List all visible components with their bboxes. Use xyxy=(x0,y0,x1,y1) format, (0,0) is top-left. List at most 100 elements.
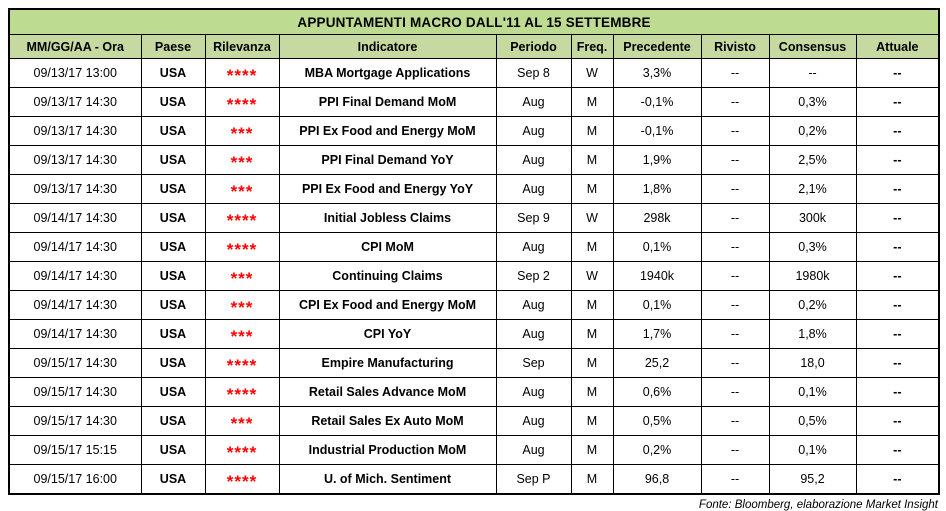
table-row: 09/13/17 14:30 USA **** PPI Final Demand Mo… xyxy=(8,87,940,117)
col-header-previous: Precedente xyxy=(612,34,702,59)
cell-relevance: *** xyxy=(204,406,280,436)
cell-period: Aug xyxy=(495,435,572,465)
cell-actual: -- xyxy=(855,203,940,233)
cell-country: USA xyxy=(140,145,206,175)
cell-datetime: 09/14/17 14:30 xyxy=(8,319,142,349)
cell-indicator: Empire Manufacturing xyxy=(278,348,497,378)
cell-datetime: 09/13/17 13:00 xyxy=(8,58,142,88)
cell-indicator: MBA Mortgage Applications xyxy=(278,58,497,88)
cell-frequency: M xyxy=(570,145,614,175)
cell-frequency: M xyxy=(570,348,614,378)
cell-relevance: **** xyxy=(204,87,280,117)
cell-consensus: 1,8% xyxy=(768,319,857,349)
cell-consensus: 2,5% xyxy=(768,145,857,175)
cell-consensus: 0,2% xyxy=(768,116,857,146)
cell-actual: -- xyxy=(855,377,940,407)
cell-frequency: M xyxy=(570,377,614,407)
cell-previous: 0,2% xyxy=(612,435,702,465)
cell-previous: 1,9% xyxy=(612,145,702,175)
cell-relevance: *** xyxy=(204,174,280,204)
cell-revised: -- xyxy=(700,203,770,233)
cell-previous: 1940k xyxy=(612,261,702,291)
col-header-frequency: Freq. xyxy=(570,34,614,59)
relevance-stars: **** xyxy=(226,95,258,114)
relevance-stars: **** xyxy=(226,356,258,375)
table-row: 09/15/17 14:30 USA **** Empire Manufacturin… xyxy=(8,348,940,378)
cell-actual: -- xyxy=(855,261,940,291)
relevance-stars: **** xyxy=(226,240,258,259)
cell-country: USA xyxy=(140,319,206,349)
cell-country: USA xyxy=(140,58,206,88)
cell-actual: -- xyxy=(855,464,940,495)
cell-datetime: 09/13/17 14:30 xyxy=(8,116,142,146)
table-row: 09/14/17 14:30 USA *** CPI YoY Aug M 1,7% -- 1,8… xyxy=(8,319,940,349)
col-header-datetime: MM/GG/AA - Ora xyxy=(8,34,142,59)
cell-frequency: W xyxy=(570,261,614,291)
cell-datetime: 09/13/17 14:30 xyxy=(8,174,142,204)
cell-frequency: M xyxy=(570,232,614,262)
cell-consensus: 300k xyxy=(768,203,857,233)
cell-actual: -- xyxy=(855,348,940,378)
cell-actual: -- xyxy=(855,232,940,262)
cell-revised: -- xyxy=(700,261,770,291)
table-row: 09/13/17 14:30 USA *** PPI Ex Food and Ener… xyxy=(8,116,940,146)
cell-period: Aug xyxy=(495,290,572,320)
cell-indicator: CPI Ex Food and Energy MoM xyxy=(278,290,497,320)
cell-relevance: *** xyxy=(204,145,280,175)
cell-relevance: **** xyxy=(204,58,280,88)
title-row: APPUNTAMENTI MACRO DALL'11 AL 15 SETTEMB… xyxy=(8,8,940,35)
cell-indicator: Retail Sales Advance MoM xyxy=(278,377,497,407)
cell-country: USA xyxy=(140,174,206,204)
cell-country: USA xyxy=(140,203,206,233)
cell-indicator: U. of Mich. Sentiment xyxy=(278,464,497,495)
cell-consensus: 18,0 xyxy=(768,348,857,378)
header-row: MM/GG/AA - Ora Paese Rilevanza Indicator… xyxy=(8,34,940,59)
cell-country: USA xyxy=(140,87,206,117)
cell-revised: -- xyxy=(700,174,770,204)
cell-revised: -- xyxy=(700,464,770,495)
cell-indicator: CPI MoM xyxy=(278,232,497,262)
cell-consensus: 0,5% xyxy=(768,406,857,436)
cell-consensus: 0,2% xyxy=(768,290,857,320)
cell-datetime: 09/14/17 14:30 xyxy=(8,203,142,233)
relevance-stars: *** xyxy=(230,414,254,433)
cell-previous: 0,1% xyxy=(612,290,702,320)
relevance-stars: *** xyxy=(230,124,254,143)
table-row: 09/13/17 14:30 USA *** PPI Final Demand YoY… xyxy=(8,145,940,175)
cell-relevance: **** xyxy=(204,377,280,407)
cell-revised: -- xyxy=(700,145,770,175)
cell-revised: -- xyxy=(700,348,770,378)
cell-frequency: M xyxy=(570,406,614,436)
cell-country: USA xyxy=(140,232,206,262)
col-header-indicator: Indicatore xyxy=(278,34,497,59)
cell-actual: -- xyxy=(855,116,940,146)
cell-actual: -- xyxy=(855,406,940,436)
cell-period: Aug xyxy=(495,145,572,175)
cell-consensus: 1980k xyxy=(768,261,857,291)
table-row: 09/15/17 16:00 USA **** U. of Mich. Sentime… xyxy=(8,464,940,495)
cell-previous: 96,8 xyxy=(612,464,702,495)
cell-indicator: PPI Ex Food and Energy MoM xyxy=(278,116,497,146)
cell-datetime: 09/15/17 14:30 xyxy=(8,348,142,378)
cell-consensus: 0,1% xyxy=(768,377,857,407)
cell-previous: 0,5% xyxy=(612,406,702,436)
cell-datetime: 09/15/17 14:30 xyxy=(8,406,142,436)
macro-calendar-table: APPUNTAMENTI MACRO DALL'11 AL 15 SETTEMB… xyxy=(8,8,941,495)
relevance-stars: *** xyxy=(230,182,254,201)
table-row: 09/14/17 14:30 USA *** Continuing Claims Sep… xyxy=(8,261,940,291)
table-row: 09/14/17 14:30 USA **** Initial Jobless Cla… xyxy=(8,203,940,233)
cell-relevance: **** xyxy=(204,464,280,495)
cell-period: Aug xyxy=(495,406,572,436)
cell-period: Sep 8 xyxy=(495,58,572,88)
col-header-period: Periodo xyxy=(495,34,572,59)
cell-relevance: *** xyxy=(204,261,280,291)
table-row: 09/13/17 13:00 USA **** MBA Mortgage Applic… xyxy=(8,58,940,88)
cell-indicator: PPI Final Demand YoY xyxy=(278,145,497,175)
cell-revised: -- xyxy=(700,290,770,320)
cell-revised: -- xyxy=(700,58,770,88)
cell-indicator: Industrial Production MoM xyxy=(278,435,497,465)
cell-period: Aug xyxy=(495,116,572,146)
cell-actual: -- xyxy=(855,58,940,88)
col-header-actual: Attuale xyxy=(855,34,940,59)
cell-consensus: 2,1% xyxy=(768,174,857,204)
